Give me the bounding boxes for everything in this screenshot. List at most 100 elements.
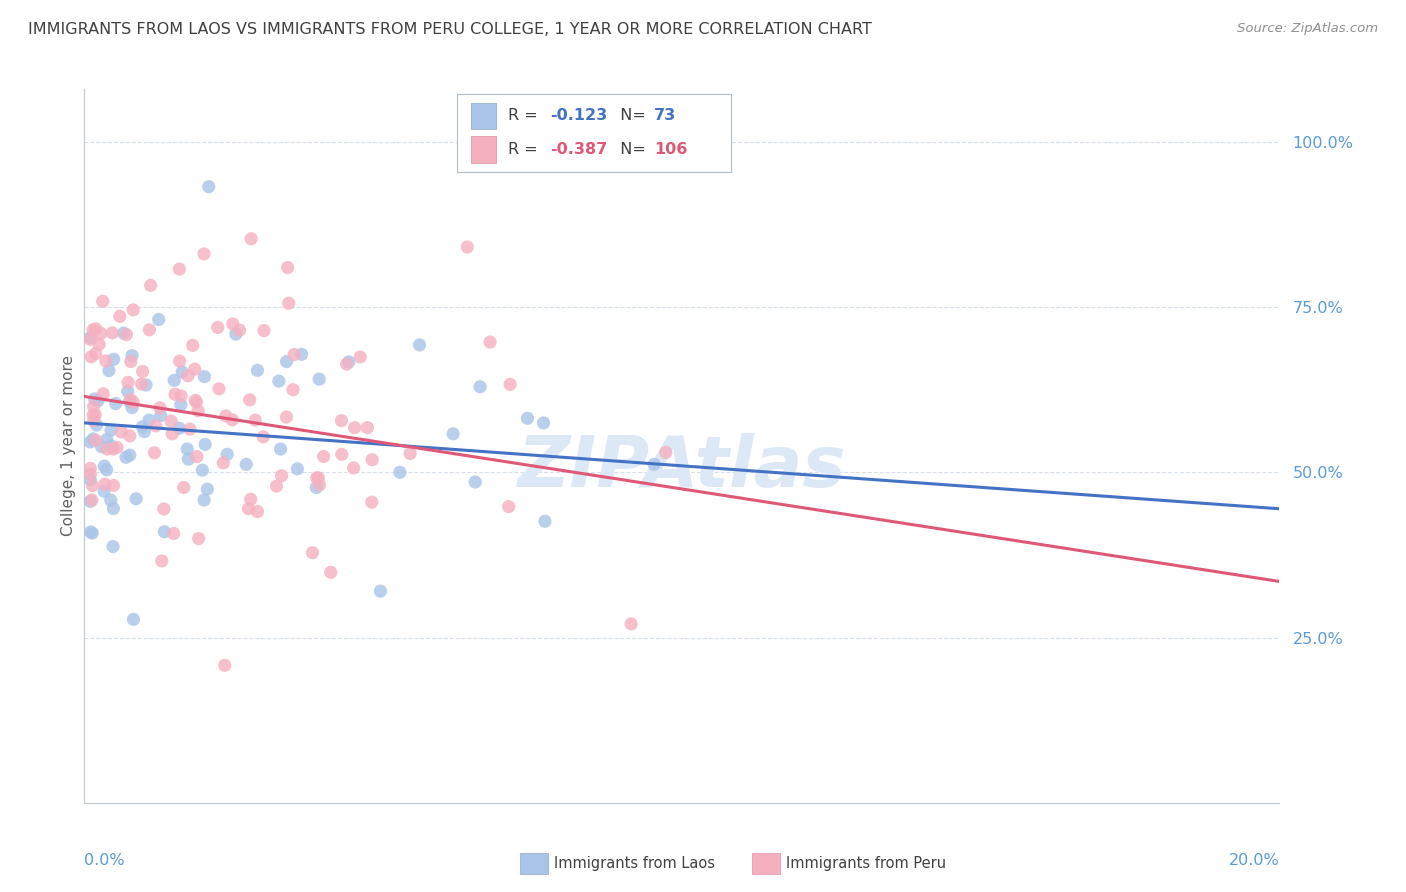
Point [97, 363, 120, 377]
Point [620, 616, 643, 631]
Point [120, 392, 142, 407]
Point [266, 479, 288, 493]
Point [131, 419, 153, 434]
Point [534, 514, 557, 528]
Point [187, 404, 209, 418]
Point [319, 566, 342, 580]
Point [305, 480, 328, 494]
Point [103, 501, 125, 516]
Point [479, 335, 502, 350]
Point [153, 524, 176, 539]
Point [115, 327, 138, 342]
Point [110, 425, 132, 439]
Point [153, 502, 176, 516]
Point [643, 458, 665, 472]
Point [79, 467, 101, 482]
Point [118, 394, 141, 409]
Point [93, 459, 115, 474]
Point [187, 532, 209, 546]
Point [217, 447, 239, 461]
Point [499, 377, 522, 392]
Point [101, 540, 124, 554]
Point [276, 354, 298, 368]
Point [101, 326, 124, 340]
Point [169, 354, 191, 368]
Point [267, 374, 290, 388]
Point [105, 441, 128, 455]
Point [170, 398, 193, 412]
Point [277, 260, 299, 275]
Point [225, 327, 247, 342]
Point [330, 447, 353, 461]
Point [82, 526, 104, 541]
Point [177, 452, 200, 467]
Text: N=: N= [610, 143, 651, 157]
Point [186, 395, 208, 409]
Point [90, 326, 112, 341]
Point [122, 612, 145, 626]
Point [301, 546, 323, 560]
Point [79, 461, 101, 475]
Point [330, 414, 353, 428]
Point [79, 330, 101, 344]
Point [100, 493, 122, 508]
Point [86, 418, 108, 433]
Point [186, 450, 208, 464]
Point [122, 395, 145, 409]
Point [246, 363, 269, 377]
Point [170, 389, 193, 403]
Point [239, 392, 262, 407]
Point [533, 416, 555, 430]
Point [214, 658, 236, 673]
Text: -0.387: -0.387 [550, 143, 607, 157]
Point [181, 338, 204, 352]
Point [149, 401, 172, 415]
Point [239, 492, 262, 507]
Text: Source: ZipAtlas.com: Source: ZipAtlas.com [1237, 22, 1378, 36]
Point [103, 442, 125, 456]
Point [287, 462, 309, 476]
Point [212, 456, 235, 470]
Point [193, 369, 215, 384]
Point [290, 347, 312, 361]
Point [194, 437, 217, 451]
Point [253, 324, 276, 338]
Point [193, 247, 215, 261]
Point [118, 429, 141, 443]
Point [139, 278, 162, 293]
Point [176, 442, 198, 456]
Point [441, 426, 464, 441]
Point [100, 423, 122, 437]
Point [112, 326, 135, 340]
Text: R =: R = [508, 143, 543, 157]
Point [270, 442, 292, 456]
Point [222, 317, 245, 331]
Point [221, 413, 243, 427]
Point [79, 332, 101, 346]
Point [336, 357, 359, 371]
Text: 0.0%: 0.0% [84, 853, 125, 868]
Point [312, 450, 335, 464]
Point [100, 439, 122, 453]
Point [464, 475, 486, 489]
Point [79, 524, 101, 539]
Point [94, 477, 117, 491]
Point [360, 495, 382, 509]
Point [361, 452, 384, 467]
Y-axis label: College, 1 year or more: College, 1 year or more [60, 356, 76, 536]
Point [83, 400, 105, 414]
Point [120, 354, 142, 368]
Point [83, 392, 105, 406]
Point [117, 384, 139, 399]
Text: IMMIGRANTS FROM LAOS VS IMMIGRANTS FROM PERU COLLEGE, 1 YEAR OR MORE CORRELATION: IMMIGRANTS FROM LAOS VS IMMIGRANTS FROM … [28, 22, 872, 37]
Point [308, 372, 330, 386]
Point [238, 501, 260, 516]
Point [343, 461, 366, 475]
Point [150, 554, 173, 568]
Point [270, 468, 292, 483]
Text: 20.0%: 20.0% [1229, 853, 1279, 868]
Point [184, 393, 207, 408]
Point [134, 425, 156, 439]
Point [195, 482, 218, 496]
Point [82, 323, 104, 337]
